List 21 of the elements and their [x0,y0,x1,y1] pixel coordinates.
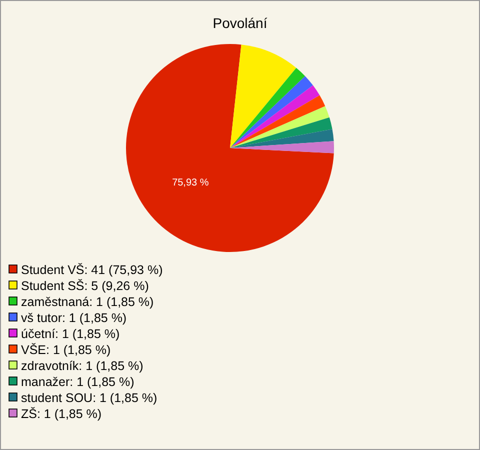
legend-label: účetní: 1 (1,85 %) [21,327,120,341]
pie-slice [230,76,313,148]
pie-slice [230,117,332,148]
pie-slice [230,106,330,148]
pie-slice [230,85,320,148]
legend-label: VŠE: 1 (1,85 %) [21,343,111,357]
legend-label: zaměstnaná: 1 (1,85 %) [21,295,154,309]
legend-label: zdravotník: 1 (1,85 %) [21,359,144,373]
pie-slice [230,129,334,148]
pie-slice [126,44,334,252]
legend-label: vš tutor: 1 (1,85 %) [21,311,127,325]
pie-slice [230,44,296,148]
pie-slice [230,95,326,148]
legend-label: ZŠ: 1 (1,85 %) [21,407,102,421]
data-label: 75,93 % [172,178,209,189]
legend-label: Student SŠ: 5 (9,26 %) [21,279,149,293]
legend-label: student SOU: 1 (1,85 %) [21,391,158,405]
chart-title: Povolání [212,15,268,31]
legend-label: Student VŠ: 41 (75,93 %) [21,263,163,277]
pie-slice [230,68,306,148]
legend-label: manažer: 1 (1,85 %) [21,375,134,389]
